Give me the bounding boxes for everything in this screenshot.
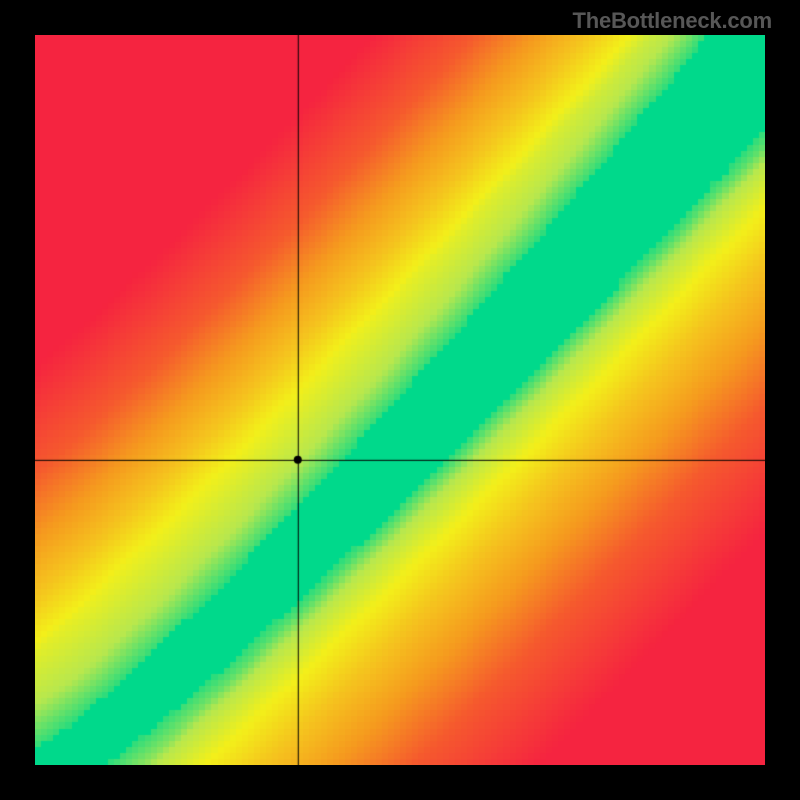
- watermark-text: TheBottleneck.com: [572, 8, 772, 34]
- bottleneck-heatmap: [35, 35, 765, 765]
- chart-container: TheBottleneck.com: [0, 0, 800, 800]
